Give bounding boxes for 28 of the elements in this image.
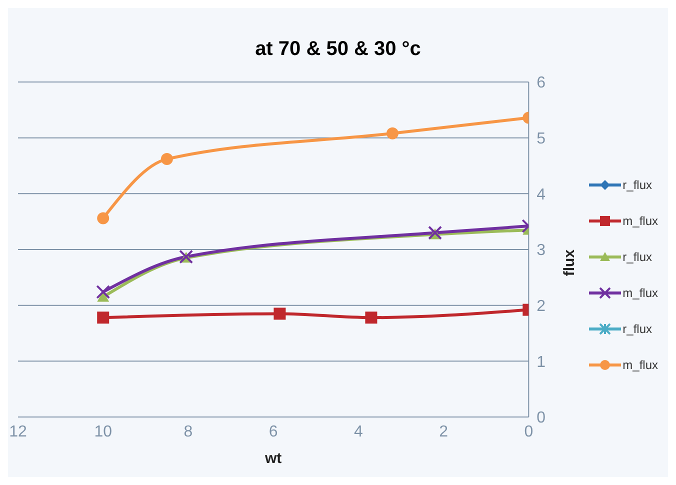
y-tick-label: 0 — [536, 410, 546, 427]
y-tick-label: 1 — [536, 354, 546, 371]
y-tick-label: 6 — [536, 74, 546, 92]
point — [160, 153, 173, 166]
y-tick-label: 3 — [536, 242, 546, 260]
x-tick-label: 0 — [524, 423, 534, 440]
x-tick-label: 2 — [439, 423, 448, 440]
chart-title: at 70 & 50 & 30 °c — [254, 37, 422, 62]
x-tick-label: 6 — [268, 423, 278, 440]
point — [97, 212, 110, 224]
legend-label: r_flux — [622, 250, 652, 264]
point — [96, 284, 110, 299]
legend-label: m_flux — [622, 286, 658, 300]
y-tick-label: 2 — [536, 298, 546, 316]
point — [274, 308, 286, 320]
y-tick-label: 5 — [536, 130, 546, 148]
x-axis-title: wt — [264, 450, 282, 467]
legend-label: m_flux — [622, 214, 658, 228]
legend-label: m_flux — [622, 358, 658, 372]
x-tick-label: 8 — [184, 423, 193, 440]
x-tick-label: 4 — [354, 423, 363, 440]
x-tick-label: 12 — [9, 423, 27, 440]
legend-label: r_flux — [622, 178, 652, 192]
y-axis-title: flux — [560, 248, 578, 276]
legend-label: r_flux — [622, 322, 652, 336]
point — [97, 312, 110, 324]
x-tick-label: 10 — [94, 423, 112, 440]
y-tick-label: 4 — [536, 186, 546, 204]
